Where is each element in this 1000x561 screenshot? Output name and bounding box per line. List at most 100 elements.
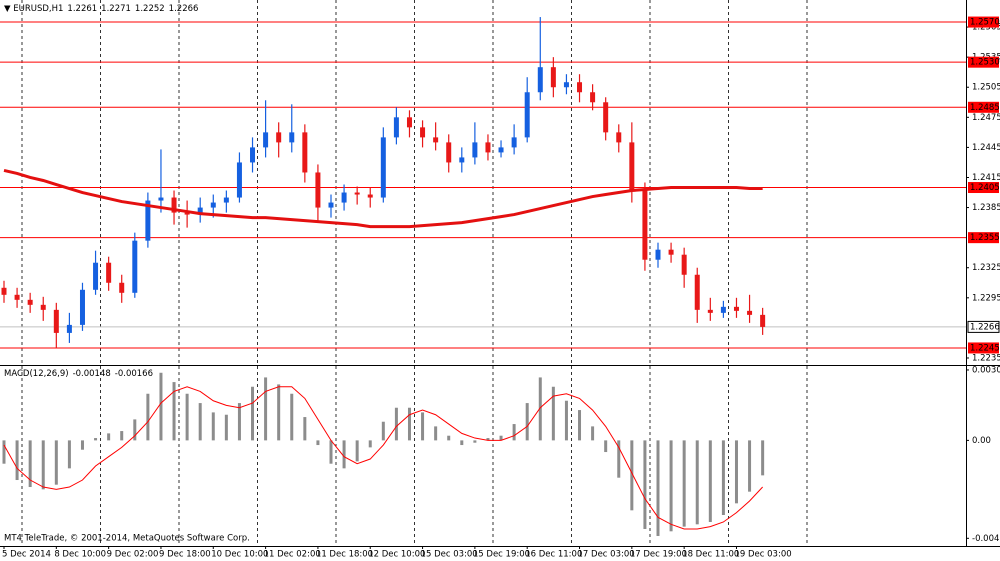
candle-body [79, 289, 85, 325]
ohlc-readout: 1.2266 [169, 4, 199, 14]
histogram-bar [708, 440, 712, 522]
histogram-bar [2, 440, 6, 464]
level-label: 1.2405 [970, 183, 1000, 193]
candle-body [420, 127, 426, 138]
histogram-bar [316, 440, 320, 446]
y-tick-label: 1.2475 [972, 113, 1000, 123]
histogram-bar [551, 386, 555, 441]
histogram-bar [486, 438, 490, 441]
candle-body [66, 324, 72, 333]
y-tick-label: 1.2565 [972, 23, 1000, 33]
histogram-bar [120, 431, 124, 441]
x-tick-label: 10 Dec 10:00 [211, 550, 268, 560]
x-tick-label: 17 Dec 03:00 [578, 550, 635, 560]
histogram-bar [133, 419, 137, 441]
candle-body [40, 304, 46, 310]
candle-body [629, 142, 635, 191]
level-label-bg [968, 232, 999, 244]
candle-body [380, 137, 386, 198]
y-tick-label: 1.2385 [972, 203, 1000, 213]
histogram-bar [682, 440, 686, 527]
histogram-bar [721, 440, 725, 515]
level-label-bg [968, 182, 999, 194]
y-tick-label: 1.2235 [972, 353, 1000, 363]
candle-body [341, 192, 347, 203]
y-tick-label: 1.2295 [972, 293, 1000, 303]
x-tick-label: 9 Dec 02:00 [107, 550, 159, 560]
level-label: 1.2485 [970, 103, 1000, 113]
level-label-bg [968, 16, 999, 28]
x-tick-label: 11 Dec 02:00 [264, 550, 321, 560]
moving-average [3, 169, 763, 229]
candle-body [210, 202, 216, 208]
histogram-bar [198, 403, 202, 441]
candle-body [106, 262, 112, 283]
candle-body [760, 314, 766, 327]
candle-body [642, 190, 648, 260]
candle-body [1, 287, 7, 295]
candle-body [171, 197, 177, 213]
candle-body [747, 310, 753, 315]
histogram-bar [407, 407, 411, 441]
histogram-bar [224, 414, 228, 441]
signal-line [3, 386, 764, 530]
candle-body [577, 82, 583, 93]
copyright-note: MT4 TeleTrade, © 2001-2014, MetaQuotes S… [4, 534, 250, 544]
histogram-bar [748, 440, 752, 492]
candle-body [14, 294, 20, 300]
candle-body [498, 147, 504, 153]
histogram-bar [54, 440, 58, 485]
histogram-bar [237, 403, 241, 441]
level-label-bg [968, 101, 999, 113]
histogram-bar [394, 407, 398, 441]
histogram-bar [355, 440, 359, 462]
candle-body [668, 249, 674, 255]
candle-body [263, 132, 269, 148]
y-tick-label: 1.2415 [972, 173, 1000, 183]
x-tick-label: 17 Dec 19:00 [630, 550, 687, 560]
y-tick-label: 0.00302 [972, 365, 1000, 375]
histogram-bar [630, 440, 634, 511]
histogram-bar [290, 393, 294, 441]
histogram-bar [578, 410, 582, 441]
histogram-bar [342, 440, 346, 469]
histogram-bar [591, 426, 595, 441]
y-tick-label: 0.00 [972, 436, 991, 446]
candle-body [93, 262, 99, 290]
candle-body [406, 117, 412, 128]
candle-body [158, 197, 164, 201]
candle-body [393, 117, 399, 138]
histogram-bar [41, 440, 45, 490]
candle-body [550, 67, 556, 88]
ohlc-readout: 1.2271 [101, 4, 131, 14]
histogram-bar [434, 426, 438, 441]
candle-body [733, 306, 739, 311]
x-tick-label: 18 Dec 11:00 [682, 550, 739, 560]
candle-body [590, 92, 596, 103]
x-tick-label: 5 Dec 2014 [2, 550, 51, 560]
candle-body [53, 309, 59, 333]
ohlc-readout: 1.2252 [135, 4, 165, 14]
candle-body [236, 162, 242, 198]
histogram-bar [381, 421, 385, 441]
candle-body [145, 200, 151, 241]
candle-body [315, 172, 321, 208]
level-label: 1.2530 [970, 58, 1000, 68]
candle-body [276, 132, 282, 143]
candle-body [524, 92, 530, 138]
histogram-bar [617, 440, 621, 478]
histogram-bar [460, 440, 464, 446]
candle-body [446, 142, 452, 163]
histogram-bar [538, 377, 542, 441]
x-tick-label: 11 Dec 18:00 [316, 550, 373, 560]
histogram-bar [499, 435, 503, 441]
candle-body [184, 212, 190, 215]
candle-body [119, 282, 125, 293]
histogram-bar [303, 417, 307, 441]
candle-body [511, 137, 517, 148]
level-label: 1.2570 [970, 18, 1000, 28]
candle-body [485, 142, 491, 153]
indicator-header: MACD(12,26,9) -0.00148 -0.00166 [4, 369, 153, 379]
y-tick-label: -0.0042 [972, 534, 1000, 544]
